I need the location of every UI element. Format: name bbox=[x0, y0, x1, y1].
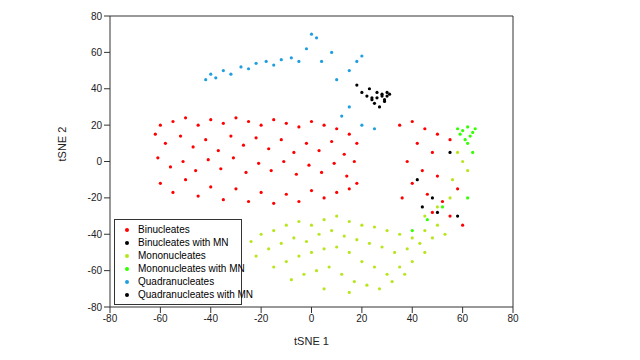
svg-text:60: 60 bbox=[91, 47, 103, 58]
html-text:Mononucleates: Mononucleates bbox=[138, 250, 206, 261]
html-text:Quadranucleates with MN: Quadranucleates with MN bbox=[138, 289, 254, 300]
html-text:Binucleates: Binucleates bbox=[138, 224, 190, 235]
svg-text:tSNE 1: tSNE 1 bbox=[294, 335, 329, 347]
svg-text:0: 0 bbox=[309, 313, 315, 324]
svg-text:-20: -20 bbox=[254, 313, 269, 324]
svg-text:-40: -40 bbox=[88, 229, 103, 240]
html-text:Mononucleates with MN: Mononucleates with MN bbox=[138, 263, 245, 274]
svg-text:80: 80 bbox=[91, 11, 103, 22]
html-text:Binucleates with MN: Binucleates with MN bbox=[138, 237, 229, 248]
svg-text:-80: -80 bbox=[103, 313, 118, 324]
svg-text:-60: -60 bbox=[153, 313, 168, 324]
svg-text:tSNE 2: tSNE 2 bbox=[56, 127, 68, 162]
svg-text:20: 20 bbox=[91, 120, 103, 131]
svg-text:40: 40 bbox=[91, 83, 103, 94]
svg-text:80: 80 bbox=[507, 313, 519, 324]
svg-text:0: 0 bbox=[96, 156, 102, 167]
svg-text:20: 20 bbox=[356, 313, 368, 324]
svg-text:-20: -20 bbox=[88, 192, 103, 203]
html-text:Quadranucleates: Quadranucleates bbox=[138, 276, 215, 287]
svg-text:60: 60 bbox=[457, 313, 469, 324]
svg-text:40: 40 bbox=[407, 313, 419, 324]
svg-text:-40: -40 bbox=[204, 313, 219, 324]
svg-text:-80: -80 bbox=[88, 302, 103, 313]
svg-text:-60: -60 bbox=[88, 265, 103, 276]
